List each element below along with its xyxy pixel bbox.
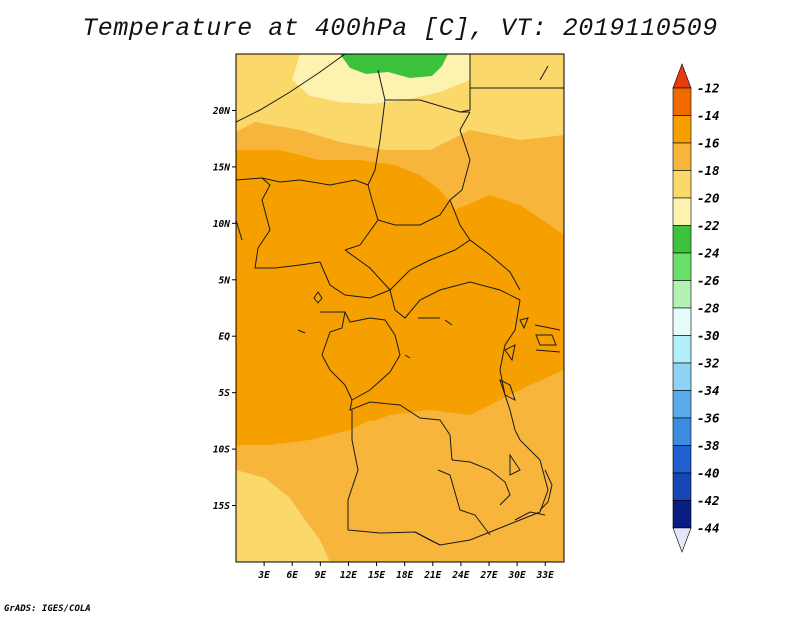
lat-tick-label: EQ bbox=[219, 332, 231, 343]
colorbar-label: -44 bbox=[697, 521, 720, 536]
chart-title: Temperature at 400hPa [C], VT: 201911050… bbox=[82, 14, 718, 43]
temperature-field-central bbox=[236, 160, 564, 445]
latitude-axis: 20N 15N 10N 5N EQ 5S 10S 15S bbox=[212, 106, 236, 512]
lon-tick-label: 3E bbox=[257, 570, 270, 581]
lat-tick-label: 10S bbox=[213, 445, 230, 456]
colorbar-label: -30 bbox=[697, 328, 720, 343]
map-frame bbox=[235, 53, 565, 563]
colorbar-segment bbox=[672, 280, 692, 309]
lon-tick-label: 33E bbox=[536, 570, 554, 581]
lat-tick-label: 5S bbox=[219, 388, 231, 399]
colorbar-label: -18 bbox=[697, 163, 720, 178]
colorbar-label: -40 bbox=[697, 466, 720, 481]
map-panel bbox=[235, 53, 565, 563]
colorbar-label: -24 bbox=[697, 246, 720, 261]
lon-tick-label: 21E bbox=[423, 570, 441, 581]
colorbar-segment bbox=[672, 225, 692, 254]
longitude-axis: 3E 6E 9E 12E 15E 18E 21E 24E 27E 30E 33E bbox=[257, 562, 554, 581]
lon-tick-label: 30E bbox=[508, 570, 526, 581]
colorbar-segment bbox=[672, 87, 692, 116]
colorbar-label: -12 bbox=[697, 81, 720, 96]
colorbar-segment bbox=[672, 170, 692, 199]
lon-tick-label: 24E bbox=[451, 570, 469, 581]
colorbar-bottom-arrow bbox=[672, 527, 692, 553]
lon-tick-label: 18E bbox=[396, 570, 413, 581]
lat-tick-label: 15S bbox=[213, 501, 230, 512]
colorbar-segment bbox=[672, 335, 692, 364]
colorbar-label: -26 bbox=[697, 273, 720, 288]
colorbar-label: -38 bbox=[697, 438, 720, 453]
colorbar-label: -34 bbox=[697, 383, 720, 398]
colorbar-label: -20 bbox=[697, 191, 720, 206]
grads-credit: GrADS: IGES/COLA bbox=[4, 604, 91, 614]
lon-tick-label: 15E bbox=[368, 570, 385, 581]
colorbar-segment bbox=[672, 417, 692, 446]
lat-tick-label: 15N bbox=[213, 162, 230, 173]
colorbar-segment bbox=[672, 390, 692, 419]
lon-tick-label: 12E bbox=[340, 570, 357, 581]
lat-tick-label: 20N bbox=[212, 106, 230, 117]
colorbar-label: -16 bbox=[697, 136, 720, 151]
colorbar-segment bbox=[672, 307, 692, 336]
lon-tick-label: 6E bbox=[287, 570, 299, 581]
colorbar-segment bbox=[672, 362, 692, 391]
colorbar-segment bbox=[672, 252, 692, 281]
colorbar-segment bbox=[672, 197, 692, 226]
temperature-field-south bbox=[330, 410, 564, 562]
colorbar-label: -42 bbox=[697, 493, 720, 508]
temperature-field-southwest bbox=[236, 470, 330, 562]
lon-tick-label: 27E bbox=[479, 570, 497, 581]
colorbar: -12 -14 -16 -18 -20 -22 -24 -26 -28 -30 -32 -34 -36 -… bbox=[672, 63, 720, 553]
colorbar-segment bbox=[672, 472, 692, 501]
colorbar-segment bbox=[672, 445, 692, 474]
lat-tick-label: 10N bbox=[213, 219, 230, 230]
colorbar-top-arrow bbox=[672, 63, 692, 89]
lat-tick-label: 5N bbox=[219, 275, 231, 286]
colorbar-segment bbox=[672, 500, 692, 529]
colorbar-label: -36 bbox=[697, 411, 720, 426]
colorbar-label: -22 bbox=[697, 218, 720, 233]
temperature-field-northeast bbox=[470, 54, 564, 120]
colorbar-label: -28 bbox=[697, 301, 720, 316]
lon-tick-label: 9E bbox=[315, 570, 327, 581]
colorbar-segment bbox=[672, 142, 692, 171]
temperature-field-minimum-patch bbox=[340, 54, 448, 78]
colorbar-segment bbox=[672, 115, 692, 144]
country-borders bbox=[236, 54, 564, 546]
colorbar-label: -32 bbox=[697, 356, 720, 371]
colorbar-label: -14 bbox=[697, 108, 720, 123]
